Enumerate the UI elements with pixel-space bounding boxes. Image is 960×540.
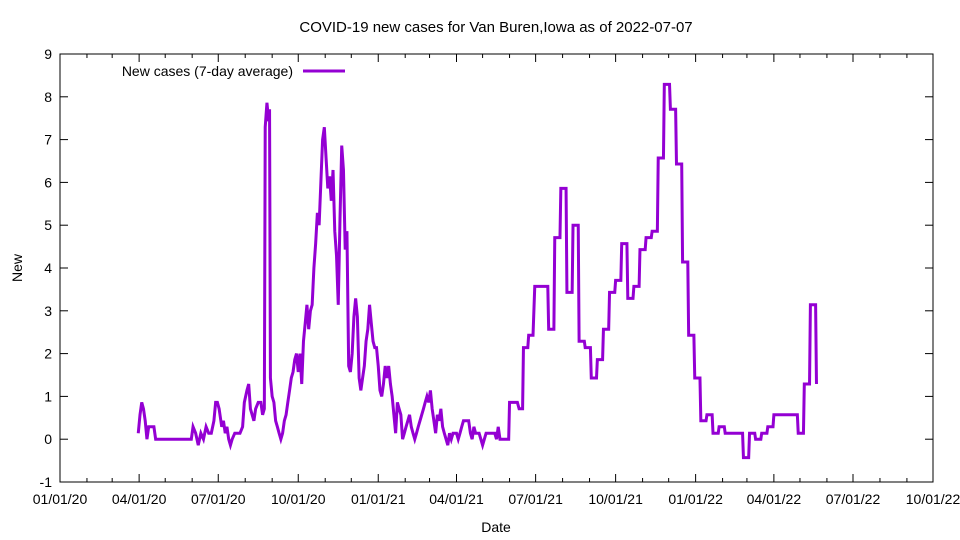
x-axis: 01/01/20 04/01/20 07/01/20 10/01/20 01/01/21… [33, 54, 960, 507]
chart-title: COVID-19 new cases for Van Buren,Iowa as… [299, 19, 692, 36]
x-tick-label: 07/01/21 [508, 491, 563, 507]
x-tick-label: 10/01/22 [906, 491, 960, 507]
y-tick-label: 7 [44, 132, 52, 148]
x-tick-label: 04/01/22 [747, 491, 802, 507]
plot-frame [59, 53, 934, 483]
x-tick-label: 01/01/21 [351, 491, 406, 507]
y-tick-label: 8 [44, 89, 52, 105]
y-axis-label: New [9, 253, 25, 282]
x-tick-label: 04/01/20 [112, 491, 167, 507]
legend: New cases (7-day average) [122, 63, 345, 79]
y-tick-label: 0 [44, 431, 52, 447]
y-tick-label: 1 [44, 388, 52, 404]
x-tick-label: 04/01/21 [429, 491, 484, 507]
y-axis: -1 0 1 2 3 4 5 6 7 8 9 [40, 46, 933, 490]
y-tick-label: 4 [44, 260, 52, 276]
series-line-new-cases [136, 82, 818, 460]
y-tick-label: 9 [44, 46, 52, 62]
y-tick-label: 2 [44, 346, 52, 362]
x-tick-label: 10/01/20 [271, 491, 326, 507]
y-tick-label: 6 [44, 174, 52, 190]
x-tick-label: 07/01/22 [826, 491, 881, 507]
x-tick-label: 01/01/20 [33, 491, 88, 507]
y-tick-label: 3 [44, 303, 52, 319]
y-tick-label: 5 [44, 217, 52, 233]
legend-label: New cases (7-day average) [122, 63, 293, 79]
x-tick-label: 01/01/22 [668, 491, 723, 507]
y-tick-label: -1 [40, 474, 53, 490]
x-tick-label: 10/01/21 [588, 491, 643, 507]
x-tick-label: 07/01/20 [191, 491, 246, 507]
x-axis-label: Date [481, 519, 511, 535]
